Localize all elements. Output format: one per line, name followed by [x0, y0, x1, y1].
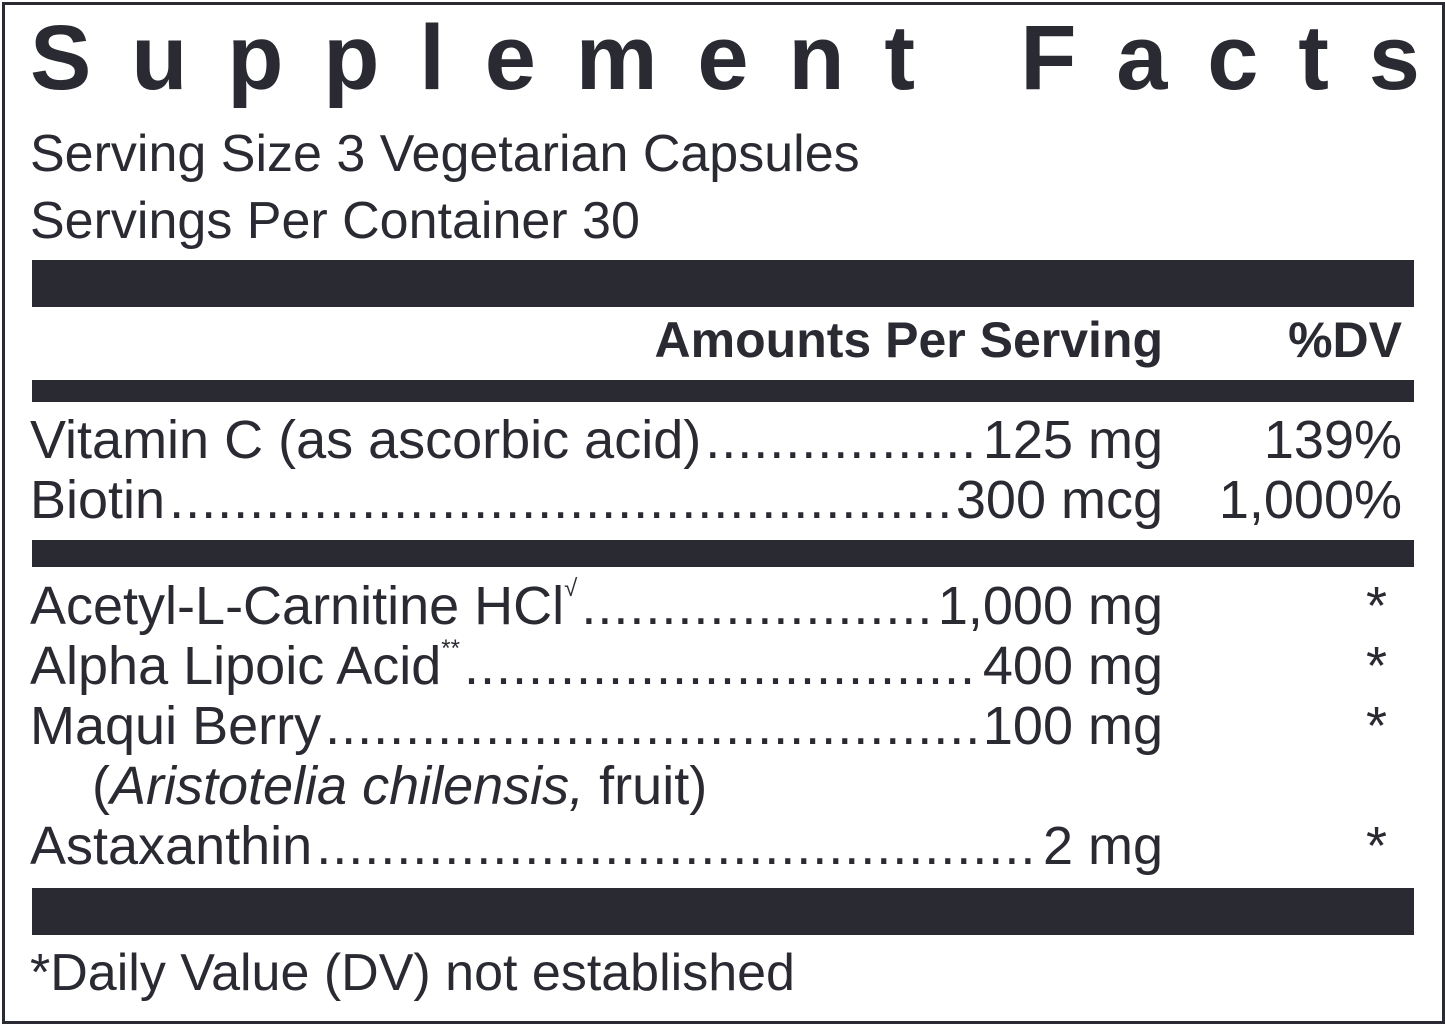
- dot-leader: [464, 636, 979, 696]
- title-letter: a: [1116, 7, 1168, 109]
- divider-bar: [32, 888, 1414, 935]
- title-letter: e: [697, 7, 749, 109]
- ingredient-dv: *: [1365, 576, 1387, 636]
- dot-leader: [705, 410, 979, 470]
- amount-header: Amounts Per Serving: [654, 312, 1163, 368]
- title-letter: t: [1298, 7, 1329, 109]
- ingredient-name: Maqui Berry: [30, 696, 322, 756]
- footnote: *Daily Value (DV) not established: [30, 944, 795, 1002]
- servings-per-container: Servings Per Container 30: [30, 192, 640, 250]
- nutrient-dv: 139%: [1263, 410, 1402, 470]
- ingredient-name: Astaxanthin: [30, 816, 313, 876]
- nutrient-name: Vitamin C (as ascorbic acid): [30, 410, 702, 470]
- title-letter: F: [1020, 7, 1077, 109]
- title-letter: u: [131, 7, 188, 109]
- ingredient-source: (Aristotelia chilensis, fruit): [92, 756, 708, 816]
- nutrient-dv: 1,000%: [1218, 470, 1402, 530]
- ingredient-dv: *: [1365, 816, 1387, 876]
- ingredient-name: Acetyl-L-Carnitine HCl√: [30, 575, 578, 636]
- title-letter: [955, 8, 981, 108]
- ingredient-dv: *: [1365, 636, 1387, 696]
- title-letter: t: [884, 7, 915, 109]
- ingredient-amount: 2 mg: [1042, 816, 1163, 876]
- title-letter: c: [1207, 7, 1259, 109]
- divider-bar: [32, 260, 1414, 307]
- dot-leader: [325, 696, 979, 756]
- serving-size: Serving Size 3 Vegetarian Capsules: [30, 125, 860, 183]
- ingredient-amount: 100 mg: [982, 696, 1163, 756]
- ingredient-row: Maqui Berry 100 mg: [30, 696, 1163, 756]
- ingredient-dv: *: [1365, 696, 1387, 756]
- nutrient-name: Biotin: [30, 470, 166, 530]
- title-letter: s: [1368, 7, 1420, 109]
- nutrient-row: Biotin 300 mcg: [30, 470, 1163, 530]
- divider-bar: [32, 380, 1414, 402]
- title-letter: p: [323, 7, 380, 109]
- ingredient-amount: 400 mg: [982, 636, 1163, 696]
- title-letter: n: [788, 7, 845, 109]
- dot-leader: [169, 470, 952, 530]
- dot-leader: [581, 576, 934, 636]
- dv-header: %DV: [1288, 312, 1402, 368]
- title-letter: m: [575, 7, 658, 109]
- ingredient-amount: 1,000 mg: [937, 576, 1163, 636]
- ingredient-row: Astaxanthin 2 mg: [30, 816, 1163, 876]
- nutrient-row: Vitamin C (as ascorbic acid) 125 mg: [30, 410, 1163, 470]
- nutrient-amount: 300 mcg: [955, 470, 1163, 530]
- ingredient-name: Alpha Lipoic Acid**: [30, 635, 460, 696]
- title-letter: S: [30, 7, 92, 109]
- title-letter: p: [227, 7, 284, 109]
- title-letter: e: [484, 7, 536, 109]
- divider-bar: [32, 540, 1414, 567]
- ingredient-row: Acetyl-L-Carnitine HCl√ 1,000 mg: [30, 576, 1163, 636]
- ingredient-row: Alpha Lipoic Acid** 400 mg: [30, 636, 1163, 696]
- dot-leader: [316, 816, 1039, 876]
- title-letter: l: [419, 7, 445, 109]
- nutrient-amount: 125 mg: [982, 410, 1163, 470]
